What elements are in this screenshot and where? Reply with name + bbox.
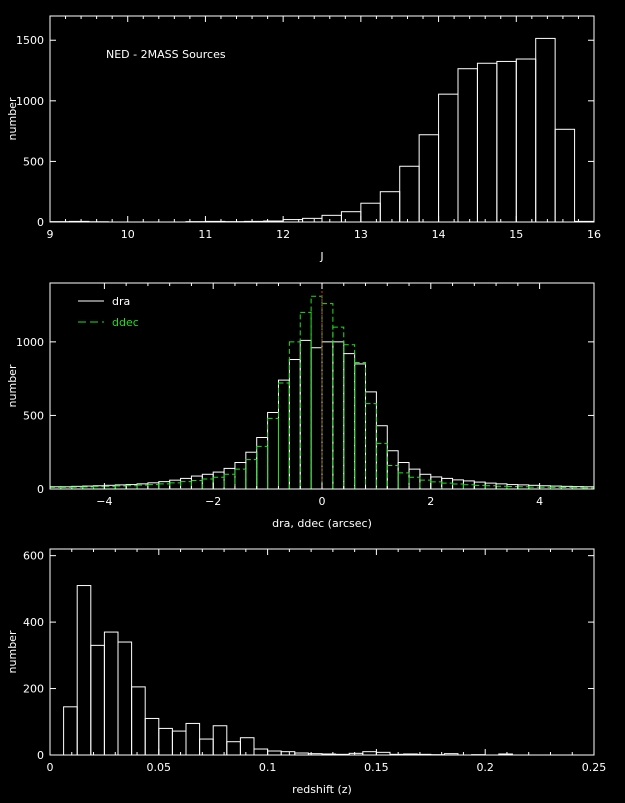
y-tick-label: 500: [23, 155, 44, 168]
y-tick-label: 1000: [16, 336, 44, 349]
x-tick-label: 0: [47, 761, 54, 774]
y-tick-label: 400: [23, 616, 44, 629]
y-tick-label: 500: [23, 409, 44, 422]
j-histogram-xlabel: J: [319, 250, 323, 263]
y-tick-label: 600: [23, 550, 44, 563]
redshift-histogram-panel: 0 0.05 0.1 0.15 0.2 0.25 0 200 400 600 redshift (…: [6, 548, 606, 796]
x-tick-label: 0.05: [147, 761, 172, 774]
j-histogram-ticks: 9 10 11 12 13 14 15 16 0 500 1000 1500: [16, 16, 601, 241]
x-tick-label: 10: [121, 228, 135, 241]
x-tick-label: 0.15: [364, 761, 389, 774]
ddec-histogram-bar: [180, 481, 192, 490]
x-tick-label: 4: [536, 495, 543, 508]
x-tick-label: 0.2: [476, 761, 494, 774]
y-tick-label: 0: [37, 216, 44, 229]
j-histogram-frame: [49, 15, 595, 223]
x-tick-label: 11: [198, 228, 212, 241]
redshift-histogram-ylabel: number: [6, 630, 19, 673]
x-tick-label: −4: [96, 495, 112, 508]
x-tick-label: 2: [427, 495, 434, 508]
x-tick-label: 13: [354, 228, 368, 241]
x-tick-label: 9: [47, 228, 54, 241]
offset-histogram-frame: [49, 282, 595, 490]
j-histogram-ylabel: number: [6, 97, 19, 140]
y-tick-label: 1500: [16, 34, 44, 47]
x-tick-label: 0.25: [582, 761, 607, 774]
j-histogram-panel: 9 10 11 12 13 14 15 16 0 500 1000 1500 NED - 2MASS …: [6, 15, 601, 263]
offset-histogram-ylabel: number: [6, 364, 19, 407]
x-tick-label: 16: [587, 228, 601, 241]
x-tick-label: 14: [432, 228, 446, 241]
y-tick-label: 200: [23, 683, 44, 696]
x-tick-label: 0: [319, 495, 326, 508]
ddec-histogram-bar: [386, 464, 399, 490]
x-tick-label: −2: [205, 495, 221, 508]
y-tick-label: 0: [37, 483, 44, 496]
offset-legend: dra ddec: [78, 295, 139, 329]
legend-ddec-label: ddec: [112, 316, 139, 329]
redshift-histogram-frame: [49, 548, 595, 756]
x-tick-label: 15: [509, 228, 523, 241]
x-tick-label: 0.1: [259, 761, 277, 774]
legend-dra-label: dra: [112, 295, 130, 308]
ddec-histogram-bar: [245, 459, 258, 490]
offset-histogram-panel: −4 −2 0 2 4 0 500 1000 dra ddec dra, ddec (arcs…: [6, 282, 595, 530]
y-tick-label: 1000: [16, 95, 44, 108]
y-tick-label: 0: [37, 749, 44, 762]
offset-histogram-xlabel: dra, ddec (arcsec): [272, 517, 372, 530]
x-tick-label: 12: [276, 228, 290, 241]
j-histogram-annotation: NED - 2MASS Sources: [106, 48, 226, 61]
redshift-histogram-xlabel: redshift (z): [292, 783, 352, 796]
redshift-histogram-ticks: 0 0.05 0.1 0.15 0.2 0.25 0 200 400 600: [23, 549, 606, 774]
